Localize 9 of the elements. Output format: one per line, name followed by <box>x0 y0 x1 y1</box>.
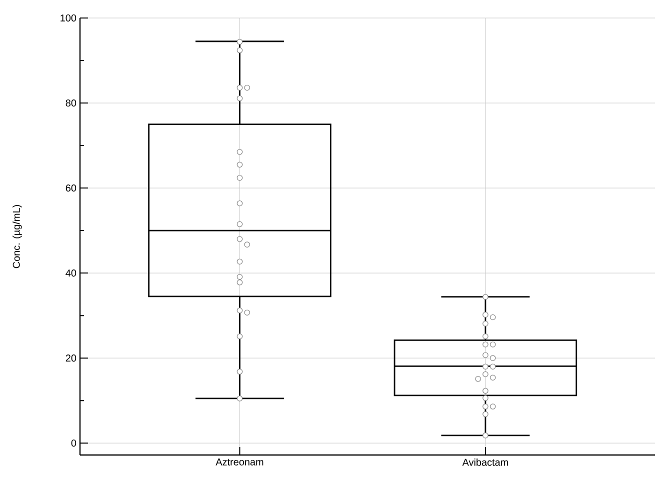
y-tick-label: 100 <box>60 14 76 22</box>
y-tick-label: 80 <box>66 99 76 107</box>
y-axis-title: Conc. (µg/mL) <box>12 205 22 268</box>
y-tick-label: 0 <box>71 440 76 447</box>
y-tick-label: 40 <box>66 270 76 277</box>
x-tick-label: Avibactam <box>462 458 508 466</box>
y-tick-label: 20 <box>66 354 76 362</box>
y-tick-label: 60 <box>66 184 76 192</box>
x-tick-label: Aztreonam <box>216 458 264 466</box>
